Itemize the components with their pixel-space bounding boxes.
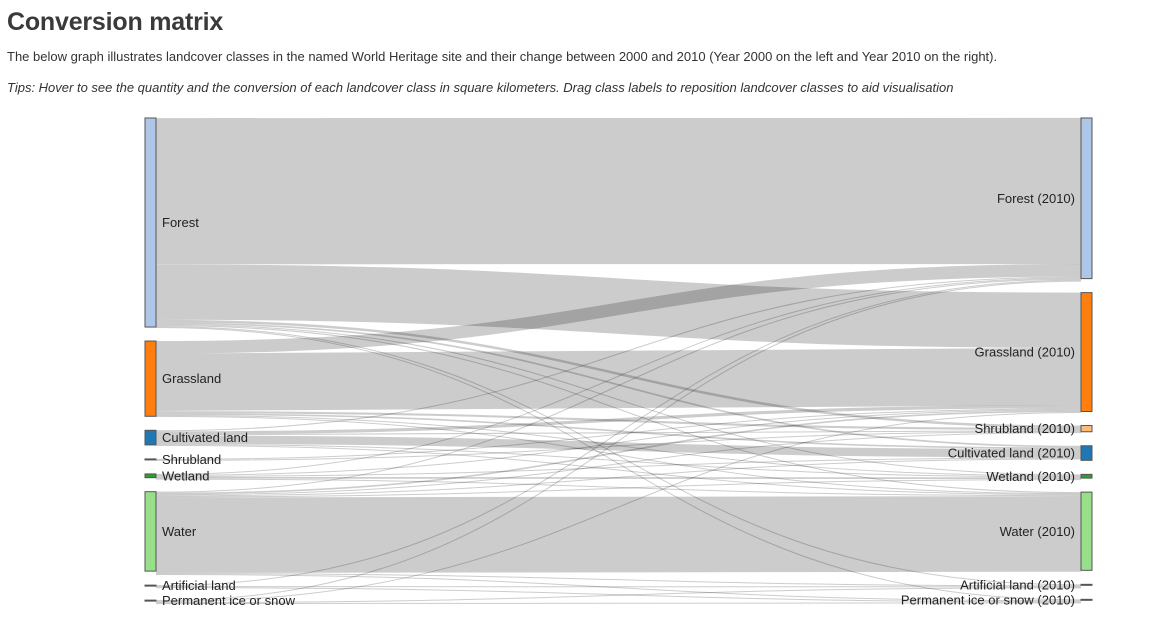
link-cultivated-to-cultivated[interactable] xyxy=(155,435,1082,458)
node-2010-grassland-bar[interactable] xyxy=(1080,292,1093,413)
link-wetland-to-cultivated[interactable] xyxy=(155,457,1082,477)
node-2000-cultivated[interactable]: Cultivated land xyxy=(144,429,248,446)
node-2000-forest-bar[interactable] xyxy=(144,117,157,328)
link-water-to-artificial[interactable] xyxy=(155,573,1082,587)
node-2010-cultivated[interactable]: Cultivated land (2010) xyxy=(948,445,1093,461)
link-ice-to-forest[interactable] xyxy=(155,280,1082,602)
node-2010-forest-label[interactable]: Forest (2010) xyxy=(997,191,1075,206)
link-water-to-wetland[interactable] xyxy=(155,479,1082,498)
link-grassland-to-cultivated[interactable] xyxy=(155,413,1082,450)
node-2000-wetland-bar[interactable] xyxy=(144,473,157,479)
node-2000-artificial-bar[interactable] xyxy=(144,584,157,587)
description-text: The below graph illustrates landcover cl… xyxy=(7,49,998,64)
node-2010-shrubland[interactable]: Shrubland (2010) xyxy=(975,421,1093,436)
node-2000-grassland-bar[interactable] xyxy=(144,340,157,417)
link-cultivated-to-forest[interactable] xyxy=(155,276,1082,432)
node-2010-water-label[interactable]: Water (2010) xyxy=(1000,524,1075,539)
link-grassland-to-water[interactable] xyxy=(155,415,1082,495)
link-water-to-water[interactable] xyxy=(155,496,1082,573)
node-2000-artificial[interactable]: Artificial land xyxy=(144,578,236,593)
node-2000-shrubland[interactable]: Shrubland xyxy=(144,452,221,467)
node-2000-ice-label[interactable]: Permanent ice or snow xyxy=(162,593,296,608)
node-2010-artificial-bar[interactable] xyxy=(1080,583,1093,586)
node-2000-ice-bar[interactable] xyxy=(144,599,157,602)
node-2010-water-bar[interactable] xyxy=(1080,491,1093,571)
link-water-to-forest[interactable] xyxy=(155,278,1082,493)
node-2010-water[interactable]: Water (2010) xyxy=(1000,491,1093,571)
node-2010-grassland[interactable]: Grassland (2010) xyxy=(975,292,1093,413)
node-2010-artificial-label[interactable]: Artificial land (2010) xyxy=(960,577,1075,592)
link-ice-to-artificial[interactable] xyxy=(155,587,1082,604)
node-2010-cultivated-bar[interactable] xyxy=(1080,445,1093,461)
link-shrubland-to-shrubland[interactable] xyxy=(155,431,1082,461)
node-2010-wetland[interactable]: Wetland (2010) xyxy=(986,469,1093,484)
link-water-to-shrubland[interactable] xyxy=(155,432,1082,496)
node-2000-forest[interactable]: Forest xyxy=(144,117,199,328)
node-2010-shrubland-bar[interactable] xyxy=(1080,425,1093,433)
node-2010-artificial[interactable]: Artificial land (2010) xyxy=(960,577,1093,592)
link-cultivated-to-water[interactable] xyxy=(155,444,1082,496)
node-2010-forest-bar[interactable] xyxy=(1080,117,1093,280)
node-2000-cultivated-bar[interactable] xyxy=(144,429,157,446)
node-2000-water[interactable]: Water xyxy=(144,491,197,572)
node-2000-wetland-label[interactable]: Wetland xyxy=(162,468,209,483)
link-grassland-to-forest[interactable] xyxy=(155,264,1082,354)
link-shrubland-to-grassland[interactable] xyxy=(155,408,1082,460)
node-2000-forest-label[interactable]: Forest xyxy=(162,215,199,230)
link-grassland-to-shrubland[interactable] xyxy=(155,411,1082,431)
link-wetland-to-grassland[interactable] xyxy=(155,409,1082,476)
link-water-to-ice[interactable] xyxy=(155,574,1082,602)
node-2010-forest[interactable]: Forest (2010) xyxy=(997,117,1093,280)
link-grassland-to-wetland[interactable] xyxy=(155,414,1082,477)
link-layer xyxy=(155,117,1082,605)
link-forest-to-artificial[interactable] xyxy=(155,325,1082,586)
link-artificial-to-forest[interactable] xyxy=(155,279,1082,587)
link-forest-to-ice[interactable] xyxy=(155,326,1082,601)
link-forest-to-water[interactable] xyxy=(155,324,1082,494)
node-2010-wetland-label[interactable]: Wetland (2010) xyxy=(986,469,1075,484)
link-grassland-to-grassland[interactable] xyxy=(155,347,1082,412)
link-artificial-to-ice[interactable] xyxy=(155,587,1082,603)
link-ice-to-grassland[interactable] xyxy=(155,412,1082,603)
node-2000-wetland[interactable]: Wetland xyxy=(144,468,209,483)
node-2010-wetland-bar[interactable] xyxy=(1080,473,1093,479)
page-title: Conversion matrix xyxy=(7,8,224,36)
link-forest-to-shrubland[interactable] xyxy=(155,319,1082,429)
link-wetland-to-water[interactable] xyxy=(155,478,1082,497)
link-water-to-cultivated[interactable] xyxy=(155,458,1082,497)
tips-text: Tips: Hover to see the quantity and the … xyxy=(7,80,954,95)
link-wetland-to-forest[interactable] xyxy=(155,277,1082,475)
node-2010-ice-label[interactable]: Permanent ice or snow (2010) xyxy=(901,592,1075,607)
node-2010-cultivated-label[interactable]: Cultivated land (2010) xyxy=(948,446,1075,461)
node-column-2010: Forest (2010) Grassland (2010) Shrubland (… xyxy=(901,117,1093,607)
link-cultivated-to-wetland[interactable] xyxy=(155,443,1082,478)
link-forest-to-grassland[interactable] xyxy=(155,264,1082,348)
node-2000-artificial-label[interactable]: Artificial land xyxy=(162,578,236,593)
link-forest-to-wetland[interactable] xyxy=(155,323,1082,476)
node-2000-cultivated-label[interactable]: Cultivated land xyxy=(162,430,248,445)
node-2000-water-bar[interactable] xyxy=(144,491,157,572)
node-2000-grassland-label[interactable]: Grassland xyxy=(162,371,221,386)
node-2010-ice[interactable]: Permanent ice or snow (2010) xyxy=(901,592,1093,607)
node-2010-grassland-label[interactable]: Grassland (2010) xyxy=(975,345,1075,360)
node-2000-ice[interactable]: Permanent ice or snow xyxy=(144,593,296,608)
node-2010-ice-bar[interactable] xyxy=(1080,598,1093,601)
link-ice-to-ice[interactable] xyxy=(155,602,1082,605)
link-cultivated-to-grassland[interactable] xyxy=(155,405,1082,435)
node-2000-grassland[interactable]: Grassland xyxy=(144,340,221,417)
node-2010-shrubland-label[interactable]: Shrubland (2010) xyxy=(975,421,1075,436)
node-2000-shrubland-label[interactable]: Shrubland xyxy=(162,452,221,467)
link-water-to-grassland[interactable] xyxy=(155,410,1082,495)
node-2000-water-label[interactable]: Water xyxy=(162,524,197,539)
link-forest-to-cultivated[interactable] xyxy=(155,322,1082,448)
node-2000-shrubland-bar[interactable] xyxy=(144,458,157,461)
